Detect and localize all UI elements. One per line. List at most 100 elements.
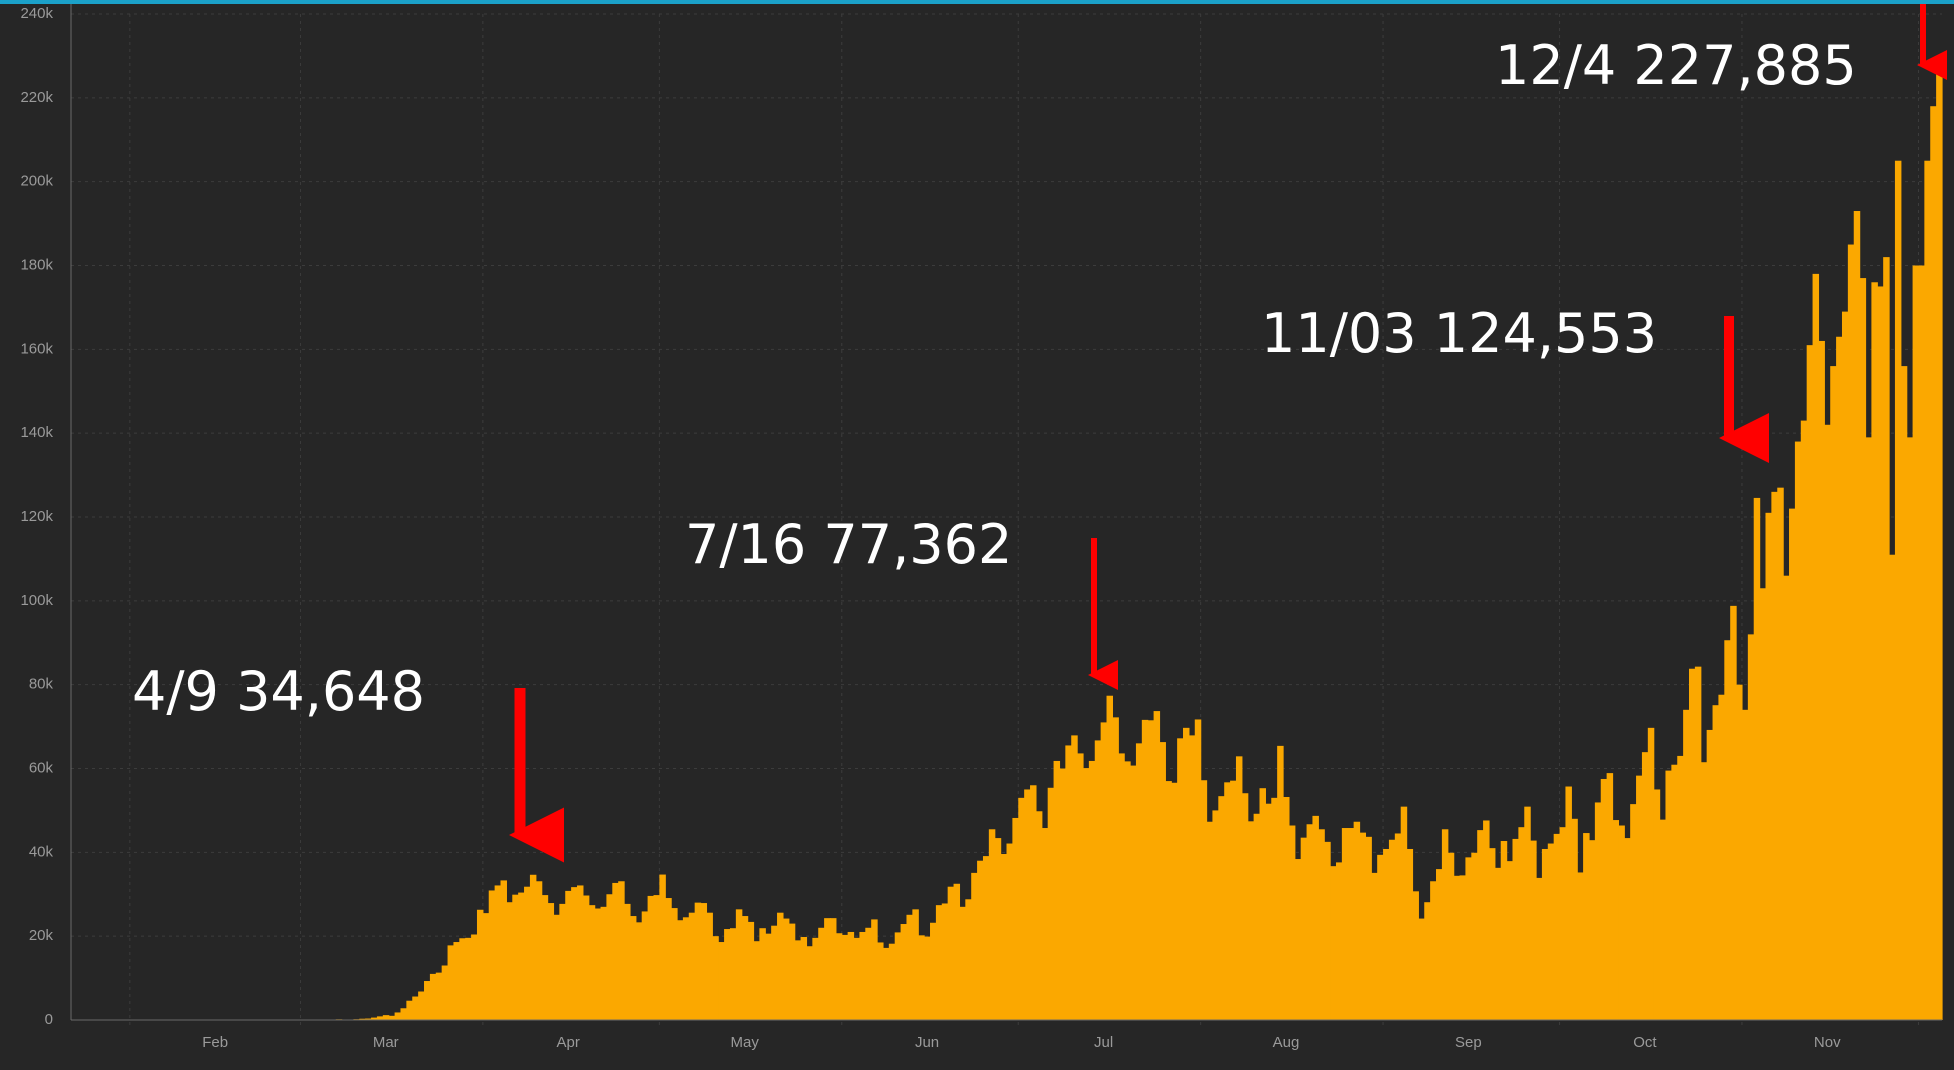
bar: [1636, 775, 1643, 1020]
bar: [1088, 760, 1096, 1020]
bar: [1230, 780, 1237, 1020]
bar: [594, 908, 602, 1020]
bar: [812, 937, 819, 1020]
bar: [759, 928, 766, 1020]
bar: [706, 912, 713, 1020]
bar: [1518, 827, 1525, 1020]
bar: [394, 1012, 402, 1020]
x-tick-label: Aug: [1273, 1034, 1300, 1051]
bar: [1430, 881, 1437, 1020]
bar: [429, 973, 437, 1020]
bar: [1212, 810, 1219, 1020]
bar: [859, 931, 866, 1020]
bar: [471, 934, 478, 1020]
x-tick-label: Oct: [1633, 1034, 1657, 1051]
bar: [1330, 866, 1337, 1020]
bar: [1053, 760, 1061, 1020]
bar: [412, 996, 419, 1020]
bar: [1465, 857, 1472, 1020]
bar: [1612, 820, 1619, 1020]
bar: [1718, 694, 1725, 1020]
bar: [371, 1017, 378, 1020]
bar: [441, 965, 449, 1020]
bar: [1653, 789, 1661, 1020]
bar: [1806, 345, 1814, 1020]
bar: [1759, 588, 1767, 1020]
bar: [741, 916, 749, 1020]
bar: [718, 942, 725, 1020]
bar: [871, 919, 878, 1020]
x-tick-label: Feb: [202, 1034, 228, 1051]
bar: [1659, 819, 1667, 1020]
bar: [582, 895, 590, 1020]
bar: [965, 899, 972, 1020]
bar: [600, 906, 608, 1020]
bar: [565, 890, 572, 1020]
bar: [1188, 735, 1196, 1020]
annotation: 11/03 124,553: [1261, 302, 1657, 365]
bar: [1859, 278, 1867, 1020]
y-tick-label: 40k: [29, 843, 54, 860]
bar: [1565, 786, 1572, 1020]
bar: [1235, 756, 1243, 1020]
bar: [1630, 804, 1637, 1020]
axes: 0 20k 40k 60k 80k 100k 120k 140k 160k 180k 200k 220…: [20, 0, 1942, 1051]
bar: [935, 905, 943, 1020]
bar: [1771, 491, 1778, 1021]
y-tick-label: 20k: [29, 927, 54, 944]
bar: [535, 881, 543, 1020]
bar: [1606, 773, 1614, 1020]
bar: [1436, 869, 1443, 1020]
bar: [1383, 848, 1390, 1020]
bar: [1889, 554, 1896, 1020]
bar: [1283, 797, 1290, 1020]
bar: [794, 940, 802, 1020]
bar: [882, 947, 890, 1020]
bar: [1800, 420, 1808, 1020]
bar: [729, 928, 737, 1020]
bar: [1288, 825, 1296, 1020]
bar: [724, 929, 731, 1020]
bar: [1294, 859, 1302, 1020]
annotation: 12/4 227,885: [1495, 34, 1857, 97]
bar: [1506, 861, 1514, 1020]
bar: [1253, 813, 1261, 1020]
y-tick-label: 160k: [20, 340, 53, 357]
bar: [1047, 787, 1055, 1020]
bar: [1824, 424, 1831, 1020]
bar: [453, 942, 460, 1020]
bar: [1530, 840, 1537, 1020]
bars: [71, 64, 1943, 1021]
bar: [1082, 768, 1090, 1020]
bar: [671, 908, 678, 1020]
bar: [1500, 841, 1508, 1020]
bar: [1694, 666, 1702, 1020]
bar: [1706, 729, 1714, 1020]
bar: [1665, 770, 1672, 1020]
bar: [612, 882, 619, 1020]
bar: [1906, 437, 1914, 1020]
bar: [1000, 854, 1008, 1020]
bar: [1577, 872, 1584, 1020]
y-tick-label: 120k: [20, 508, 53, 525]
y-tick-label: 140k: [20, 424, 53, 441]
bar: [1341, 828, 1349, 1020]
bar: [541, 895, 549, 1020]
x-tick-label: Mar: [373, 1034, 399, 1051]
bar: [1736, 684, 1743, 1020]
bar: [1359, 832, 1367, 1020]
bar: [1094, 740, 1102, 1020]
bar: [782, 918, 790, 1020]
bar: [906, 914, 913, 1020]
bar: [524, 886, 531, 1020]
bar: [1924, 160, 1931, 1021]
bar: [1512, 838, 1519, 1020]
bar: [459, 938, 466, 1020]
bar: [877, 942, 884, 1020]
bar: [1135, 743, 1143, 1020]
bar: [529, 874, 537, 1020]
y-tick-label: 200k: [20, 173, 53, 190]
bar: [1312, 815, 1319, 1020]
